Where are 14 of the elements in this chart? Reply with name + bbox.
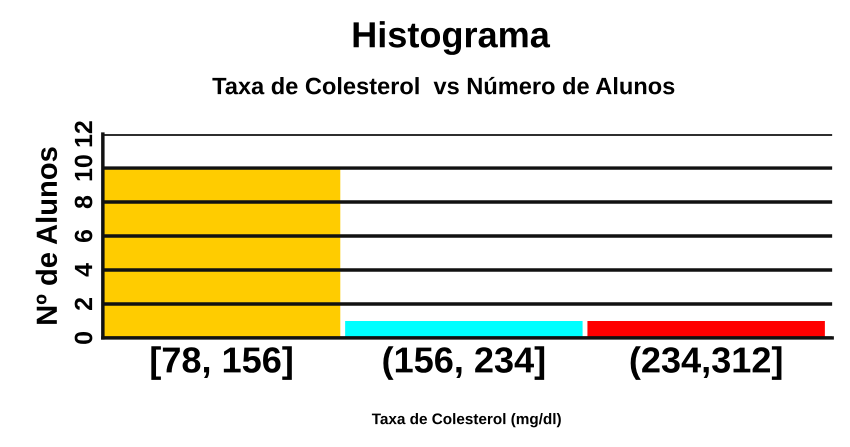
x-tick-label: (156, 234]	[383, 346, 544, 380]
y-tick-label: 2	[74, 298, 92, 310]
x-tick-label: (234,312]	[630, 346, 782, 380]
y-tick-label: 6	[74, 230, 92, 242]
chart-title: Histograma	[354, 21, 550, 55]
y-tick-label: 0	[74, 332, 92, 344]
chart-subtitle: Taxa de Colesterol vs Número de Alunos	[212, 76, 674, 94]
y-tick-label: 4	[74, 263, 92, 277]
y-tick-label: 12	[74, 121, 92, 146]
x-axis-title: Taxa de Colesterol (mg/dl)	[372, 413, 561, 428]
y-tick-label: 8	[74, 196, 92, 208]
x-tick-label: [78, 156]	[151, 346, 292, 380]
y-tick-label: 10	[74, 155, 92, 180]
y-axis-title: Nº de Alunos	[36, 147, 58, 324]
